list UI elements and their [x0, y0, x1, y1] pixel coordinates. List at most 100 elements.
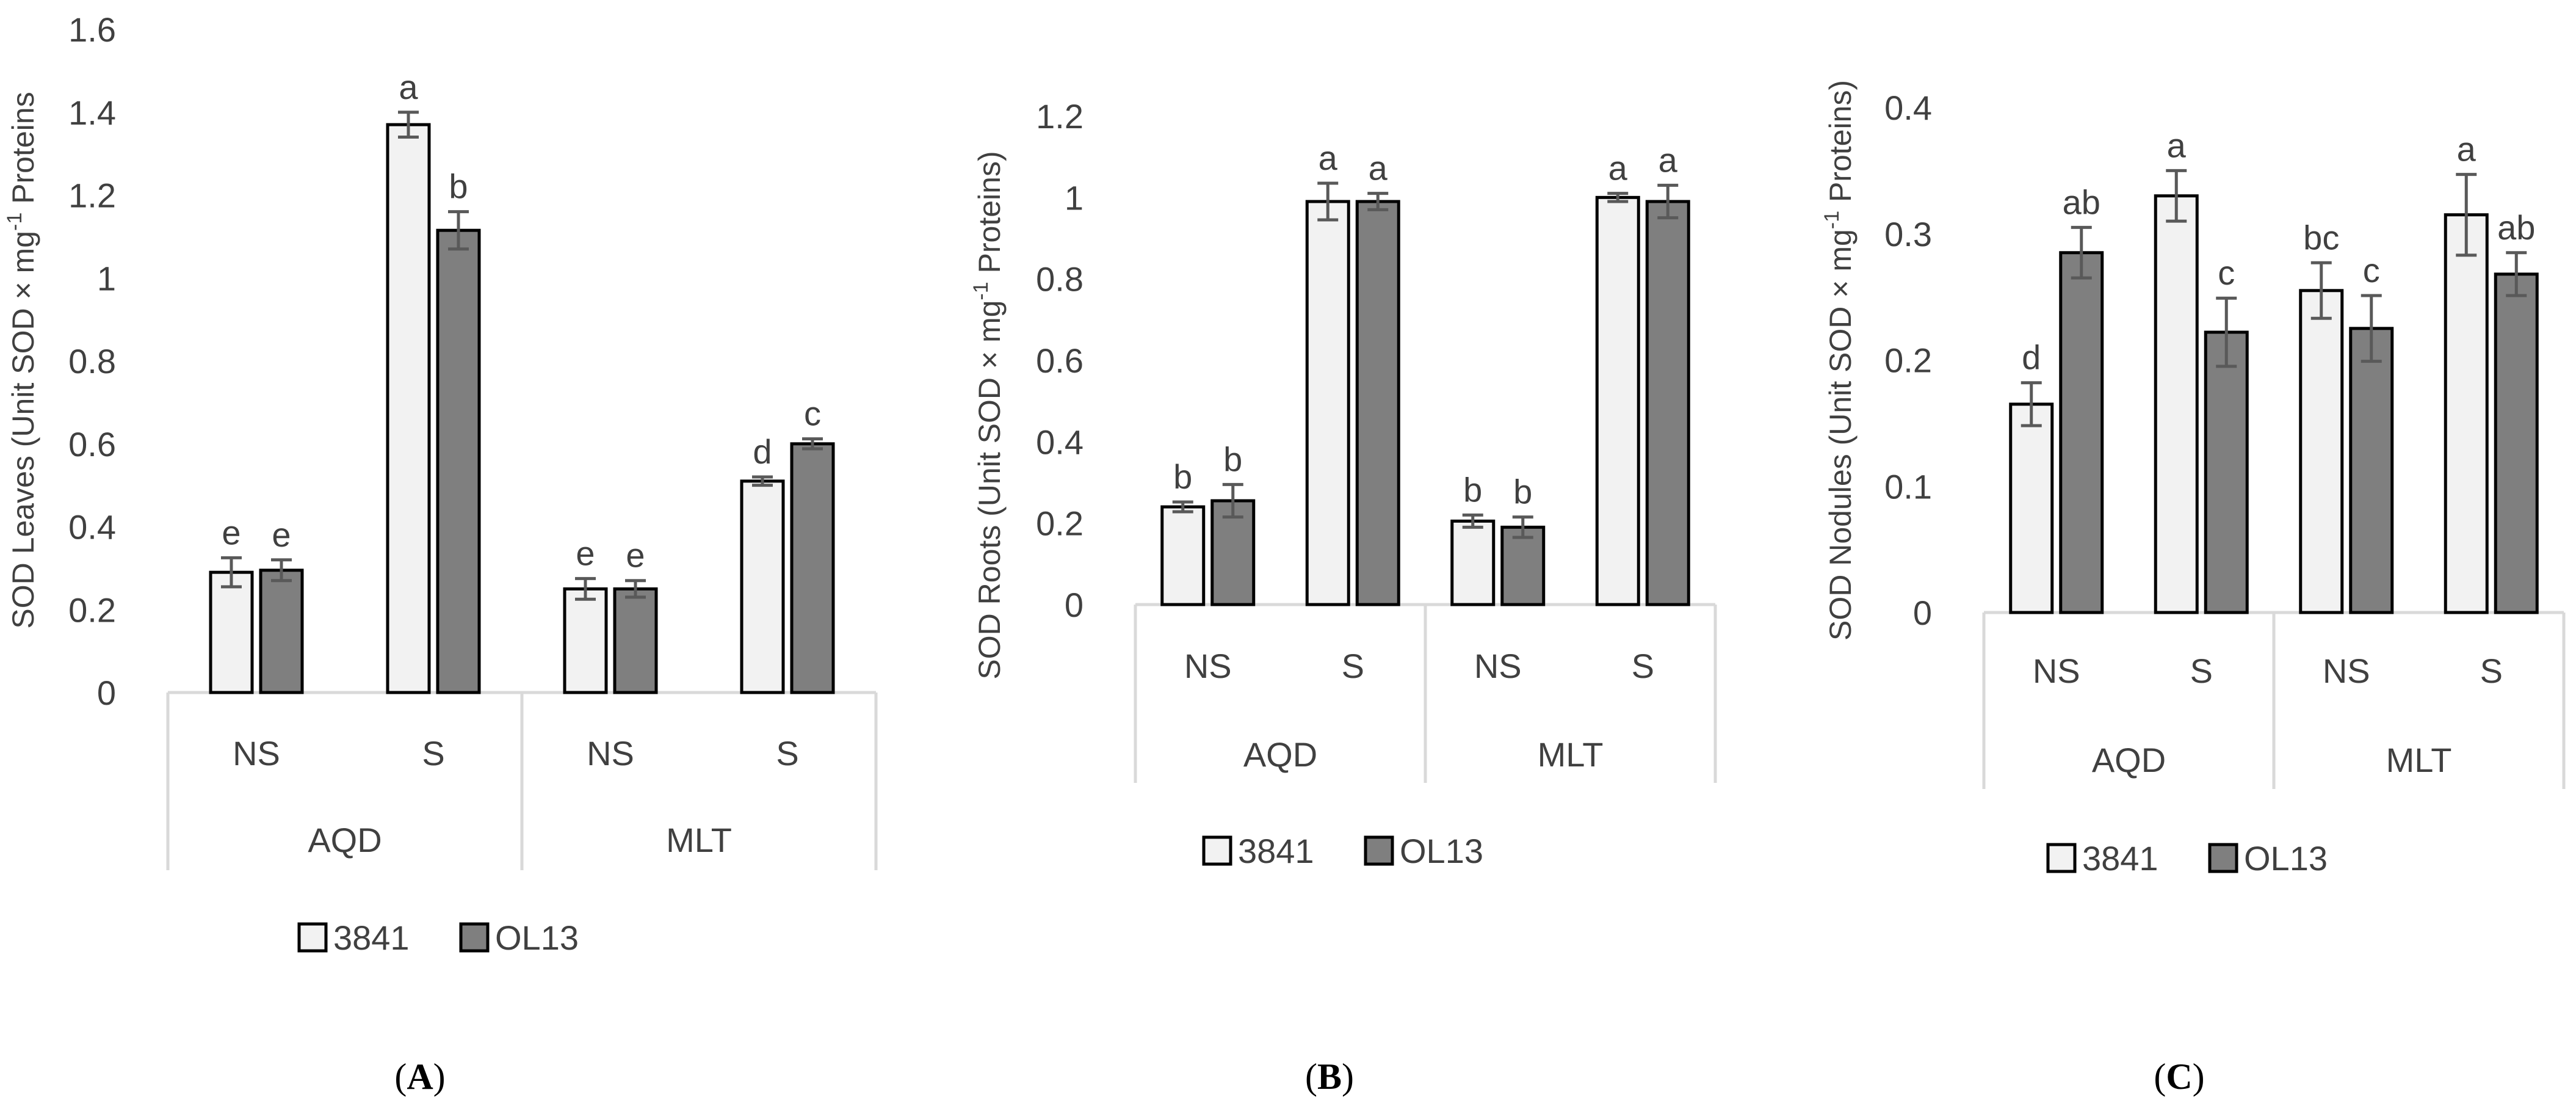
significance-letter: c	[804, 395, 821, 433]
y-tick-label: 1.2	[1036, 97, 1084, 136]
group-label: AQD	[2092, 741, 2166, 779]
significance-letter: e	[222, 513, 241, 551]
legend-swatch-3841	[297, 922, 328, 953]
category-label: S	[2480, 652, 2503, 690]
significance-letter: b	[1173, 457, 1192, 496]
y-tick-label: 1.2	[68, 176, 116, 215]
bar-ol13	[1645, 200, 1690, 606]
y-tick-label: 0.2	[1036, 504, 1084, 543]
significance-letter: c	[2218, 253, 2235, 292]
panel-label: (B)	[1305, 1056, 1354, 1097]
y-tick-label: 1	[1065, 178, 1084, 217]
significance-letter: e	[576, 534, 595, 572]
significance-letter: ab	[2063, 183, 2100, 221]
y-axis-title-tail: Proteins)	[972, 151, 1007, 282]
category-label: S	[1342, 647, 1364, 685]
panel-label-paren: )	[433, 1056, 446, 1097]
y-tick-label: 0.2	[68, 591, 116, 629]
bar-ol13	[259, 569, 304, 694]
y-tick-label: 0.6	[68, 425, 116, 464]
y-tick-label: 1.4	[68, 93, 116, 132]
significance-letter: ab	[2497, 208, 2535, 247]
significance-letter: b	[1513, 473, 1532, 511]
group-label: MLT	[666, 821, 732, 859]
legend-swatch-3841	[2046, 843, 2077, 873]
y-axis-title: SOD Nodules (Unit SOD × mg-1 Proteins)	[1820, 80, 1858, 641]
y-tick-label: 0.4	[68, 508, 116, 547]
legend-label: 3841	[2082, 839, 2158, 878]
significance-letter: e	[272, 515, 291, 554]
y-tick-label: 0.1	[1884, 467, 1932, 506]
y-axis-title-tail: Proteins	[6, 92, 40, 212]
category-label: S	[776, 734, 798, 773]
y-tick-label: 0.4	[1036, 423, 1084, 461]
bar-ol13	[1355, 200, 1400, 606]
bar-3841	[2299, 289, 2344, 614]
legend-swatch-ol13	[1364, 835, 1394, 866]
group-label: AQD	[308, 821, 382, 859]
legend: 3841 OL13	[2046, 839, 2328, 878]
bar-3841	[2154, 194, 2199, 614]
legend: 3841 OL13	[297, 918, 579, 957]
y-tick-label: 0	[97, 674, 116, 712]
y-tick-label: 0.2	[1884, 341, 1932, 380]
significance-letter: e	[626, 536, 645, 575]
legend-label: 3841	[333, 918, 410, 957]
significance-letter: a	[1369, 149, 1388, 187]
bar-3841	[1595, 195, 1640, 606]
group-label: MLT	[1538, 735, 1604, 774]
panel-label: (A)	[394, 1056, 445, 1097]
chart-panel-c: 0 0.1 0.2 0.3 0.4 SOD Nodules (Unit SOD × mg-…	[1820, 80, 2566, 1097]
significance-letter: a	[2167, 126, 2187, 164]
category-label: S	[2190, 652, 2213, 690]
significance-letter: c	[2363, 251, 2380, 289]
bar-ol13	[2204, 330, 2249, 614]
significance-letter: a	[2457, 130, 2477, 169]
bar-ol13	[2349, 327, 2394, 614]
legend-swatch-3841	[1202, 835, 1232, 866]
category-label: NS	[1184, 647, 1232, 685]
legend-swatch-ol13	[2208, 843, 2238, 873]
y-axis-title-sup: -1	[3, 213, 26, 231]
y-tick-label: 0	[1065, 586, 1084, 624]
legend-swatch-ol13	[459, 922, 490, 953]
bar-3841	[209, 570, 254, 694]
significance-letter: b	[1223, 440, 1242, 478]
chart-panel-a: 0 0.2 0.4 0.6 0.8 1 1.2 1.4 1.6 SOD Leaves (Unit …	[3, 10, 878, 1097]
category-label: NS	[2033, 652, 2080, 690]
y-axis-title: SOD Leaves (Unit SOD × mg-1 Proteins	[3, 92, 40, 628]
panel-label-paren: )	[2193, 1056, 2205, 1097]
bar-ol13	[613, 587, 658, 694]
group-label: AQD	[1243, 735, 1317, 774]
y-tick-label: 0.6	[1036, 341, 1084, 380]
bar-ol13	[2494, 272, 2539, 614]
bar-ol13	[2059, 251, 2104, 614]
panel-label-paren: (	[2154, 1056, 2166, 1097]
group-label: MLT	[2386, 741, 2452, 779]
y-axis-title-tail: Proteins)	[1823, 80, 1858, 211]
bar-3841	[2444, 213, 2489, 614]
panel-label-letter: A	[407, 1056, 433, 1097]
chart-panel-b: 0 0.2 0.4 0.6 0.8 1 1.2 SOD Roots (Unit SOD × m…	[969, 97, 1717, 1097]
category-label: NS	[1474, 647, 1522, 685]
y-tick-label: 0	[1913, 594, 1932, 632]
significance-letter: d	[2022, 338, 2041, 377]
y-axis-title-main: SOD Nodules (Unit SOD × mg	[1823, 229, 1858, 641]
y-tick-label: 0.8	[68, 342, 116, 380]
y-tick-label: 1.6	[68, 10, 116, 49]
panel-label-paren: (	[1305, 1056, 1317, 1097]
y-tick-label: 0.8	[1036, 260, 1084, 299]
legend-label: OL13	[1400, 832, 1483, 870]
bar-3841	[740, 479, 785, 694]
significance-letter: b	[449, 167, 468, 206]
significance-letter: a	[399, 68, 418, 106]
y-axis-title-sup: -1	[1820, 211, 1843, 229]
bar-3841	[1450, 519, 1496, 606]
significance-letter: bc	[2303, 218, 2339, 256]
legend: 3841 OL13	[1202, 832, 1483, 870]
y-tick-label: 1	[97, 259, 116, 297]
legend-label: 3841	[1238, 832, 1314, 870]
bar-3841	[563, 587, 608, 694]
y-axis-title-sup: -1	[969, 282, 993, 300]
